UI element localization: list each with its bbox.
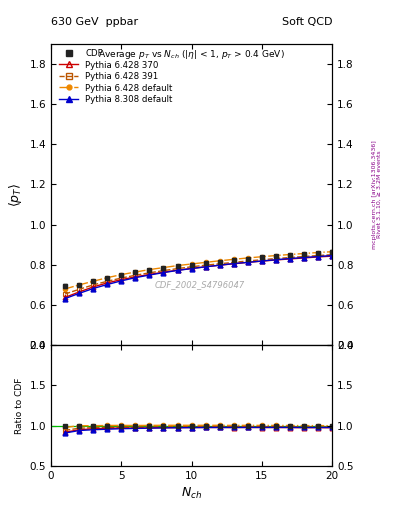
- Pythia 8.308 default: [119, 278, 124, 284]
- Pythia 8.308 default: [288, 255, 292, 262]
- Pythia 8.308 default: [63, 295, 68, 302]
- Pythia 8.308 default: [316, 253, 320, 260]
- Pythia 6.428 370: [245, 259, 250, 265]
- Pythia 6.428 391: [189, 264, 194, 270]
- Pythia 6.428 391: [203, 262, 208, 268]
- Pythia 8.308 default: [245, 259, 250, 265]
- Y-axis label: Ratio to CDF: Ratio to CDF: [15, 377, 24, 434]
- Pythia 6.428 370: [175, 267, 180, 273]
- Pythia 6.428 370: [161, 269, 166, 275]
- Pythia 8.308 default: [231, 261, 236, 267]
- Pythia 6.428 default: [105, 274, 110, 281]
- Pythia 6.428 default: [77, 282, 82, 288]
- Pythia 6.428 391: [91, 282, 95, 288]
- Line: Pythia 6.428 370: Pythia 6.428 370: [63, 254, 334, 300]
- Pythia 6.428 370: [105, 280, 110, 286]
- Text: Rivet 3.1.10, ≥ 3.2M events: Rivet 3.1.10, ≥ 3.2M events: [377, 151, 382, 239]
- Pythia 6.428 391: [259, 257, 264, 263]
- Text: Average $p_T$ vs $N_{ch}$ ($|\eta|$ < 1, $p_T$ > 0.4 GeV): Average $p_T$ vs $N_{ch}$ ($|\eta|$ < 1,…: [98, 48, 285, 61]
- Pythia 6.428 default: [217, 258, 222, 264]
- Pythia 6.428 370: [302, 255, 307, 261]
- Pythia 8.308 default: [189, 266, 194, 272]
- Pythia 6.428 391: [288, 254, 292, 261]
- Pythia 8.308 default: [330, 252, 334, 259]
- Pythia 6.428 391: [302, 253, 307, 260]
- Pythia 6.428 default: [63, 286, 68, 292]
- Pythia 6.428 default: [161, 265, 166, 271]
- Pythia 6.428 370: [288, 256, 292, 262]
- Pythia 8.308 default: [77, 290, 82, 296]
- Pythia 8.308 default: [133, 274, 138, 281]
- Pythia 6.428 391: [63, 291, 68, 297]
- Pythia 6.428 370: [274, 257, 278, 263]
- Pythia 6.428 391: [274, 255, 278, 262]
- Text: CDF_2002_S4796047: CDF_2002_S4796047: [155, 281, 245, 289]
- Pythia 6.428 default: [316, 249, 320, 255]
- Line: Pythia 8.308 default: Pythia 8.308 default: [63, 253, 334, 301]
- Pythia 8.308 default: [259, 258, 264, 264]
- Legend: CDF, Pythia 6.428 370, Pythia 6.428 391, Pythia 6.428 default, Pythia 8.308 defa: CDF, Pythia 6.428 370, Pythia 6.428 391,…: [57, 47, 175, 107]
- Pythia 6.428 default: [231, 257, 236, 263]
- Pythia 6.428 391: [231, 259, 236, 265]
- Pythia 6.428 391: [330, 252, 334, 258]
- Pythia 8.308 default: [91, 285, 95, 291]
- Pythia 6.428 391: [119, 275, 124, 281]
- Pythia 6.428 370: [133, 274, 138, 280]
- Pythia 6.428 370: [91, 284, 95, 290]
- Pythia 6.428 370: [63, 294, 68, 301]
- Pythia 6.428 370: [259, 258, 264, 264]
- Pythia 6.428 default: [274, 252, 278, 259]
- Pythia 6.428 370: [330, 253, 334, 259]
- Text: 630 GeV  ppbar: 630 GeV ppbar: [51, 16, 138, 27]
- Pythia 6.428 391: [245, 258, 250, 264]
- Pythia 6.428 default: [259, 253, 264, 260]
- Pythia 8.308 default: [147, 272, 152, 278]
- Pythia 6.428 391: [175, 266, 180, 272]
- Pythia 8.308 default: [302, 254, 307, 261]
- Line: Pythia 6.428 391: Pythia 6.428 391: [63, 252, 334, 296]
- Pythia 8.308 default: [105, 282, 110, 288]
- Pythia 8.308 default: [274, 257, 278, 263]
- Pythia 6.428 391: [316, 252, 320, 259]
- Pythia 6.428 391: [147, 270, 152, 276]
- Pythia 6.428 370: [217, 262, 222, 268]
- Pythia 6.428 370: [77, 289, 82, 295]
- Line: Pythia 6.428 default: Pythia 6.428 default: [63, 250, 334, 291]
- Pythia 6.428 370: [231, 261, 236, 267]
- Pythia 6.428 default: [288, 251, 292, 258]
- X-axis label: $N_{ch}$: $N_{ch}$: [181, 486, 202, 501]
- Pythia 6.428 default: [175, 263, 180, 269]
- Pythia 6.428 370: [189, 265, 194, 271]
- Text: mcplots.cern.ch [arXiv:1306.3436]: mcplots.cern.ch [arXiv:1306.3436]: [372, 140, 376, 249]
- Pythia 6.428 default: [147, 267, 152, 273]
- Pythia 6.428 391: [133, 272, 138, 279]
- Pythia 8.308 default: [217, 262, 222, 268]
- Pythia 6.428 370: [203, 264, 208, 270]
- Pythia 6.428 default: [203, 259, 208, 265]
- Text: Soft QCD: Soft QCD: [282, 16, 332, 27]
- Pythia 6.428 391: [217, 261, 222, 267]
- Pythia 6.428 370: [316, 254, 320, 260]
- Pythia 6.428 370: [147, 271, 152, 278]
- Pythia 6.428 default: [245, 255, 250, 261]
- Pythia 6.428 391: [77, 286, 82, 292]
- Pythia 8.308 default: [175, 267, 180, 273]
- Pythia 6.428 391: [105, 278, 110, 284]
- Pythia 8.308 default: [161, 269, 166, 275]
- Pythia 6.428 default: [189, 261, 194, 267]
- Pythia 6.428 370: [119, 276, 124, 283]
- Pythia 6.428 default: [330, 249, 334, 255]
- Pythia 6.428 default: [302, 250, 307, 257]
- Pythia 6.428 default: [119, 271, 124, 278]
- Pythia 6.428 default: [133, 269, 138, 275]
- Pythia 6.428 default: [91, 278, 95, 284]
- Pythia 6.428 391: [161, 268, 166, 274]
- Y-axis label: $\langle p_T \rangle$: $\langle p_T \rangle$: [7, 182, 24, 206]
- Pythia 8.308 default: [203, 264, 208, 270]
